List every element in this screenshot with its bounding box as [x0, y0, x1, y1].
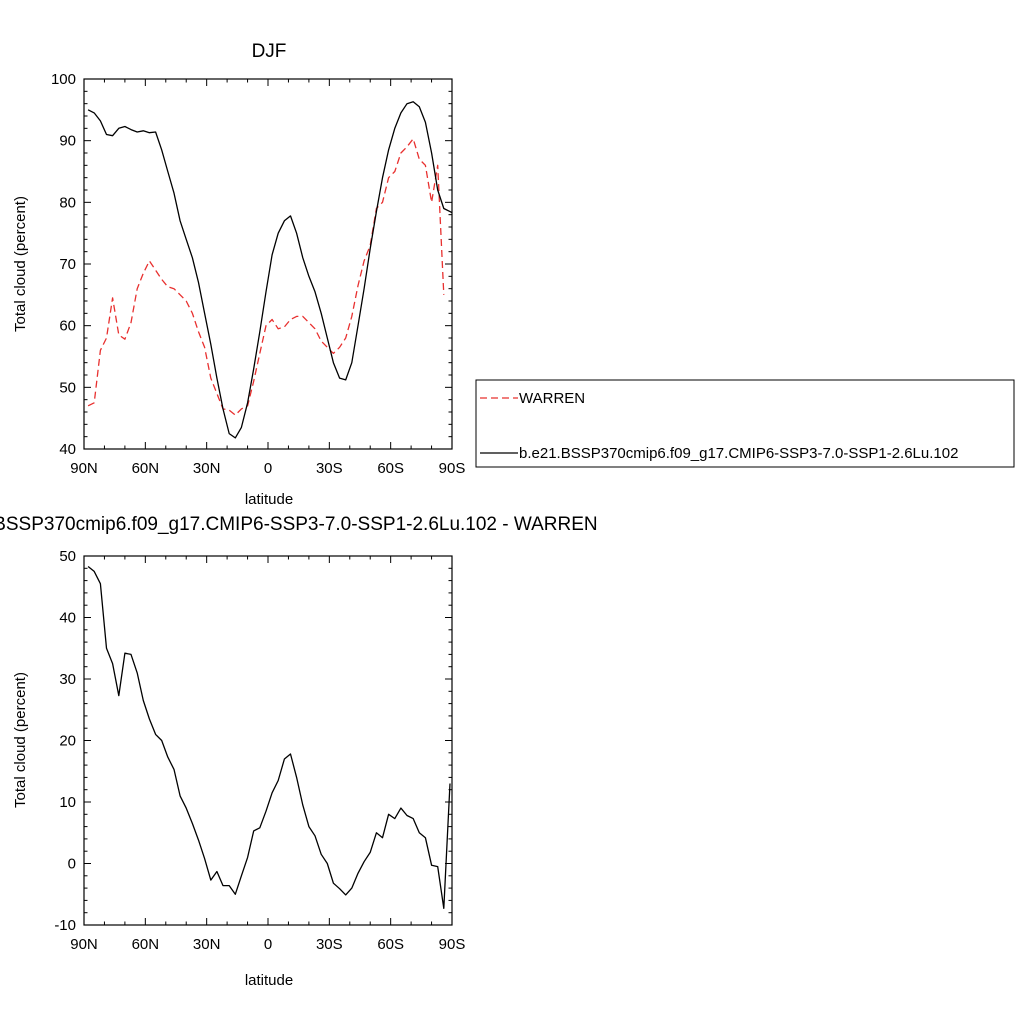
- x-tick-label: 90S: [439, 460, 466, 477]
- chart-top-xlabel: latitude: [245, 491, 293, 508]
- series-line-0: [87, 565, 451, 910]
- chart-bottom-xlabel: latitude: [245, 972, 293, 989]
- legend-label-model: b.e21.BSSP370cmip6.f09_g17.CMIP6-SSP3-7.…: [519, 445, 958, 462]
- x-tick-label: 60S: [377, 460, 404, 477]
- x-tick-label: 0: [264, 936, 272, 953]
- y-tick-label: 30: [59, 671, 76, 688]
- y-tick-label: 90: [59, 133, 76, 150]
- chart-bottom-series: [87, 565, 451, 910]
- x-tick-label: 90N: [70, 460, 98, 477]
- plot-frame: [83, 555, 453, 926]
- legend-label-warren: WARREN: [519, 390, 585, 407]
- x-tick-label: 60N: [132, 936, 160, 953]
- y-tick-label: 50: [59, 548, 76, 565]
- chart-bottom-axes: 90N 60N 30N 0 30S 60S 90S -10 0 10 20 30 40 50: [54, 548, 465, 953]
- y-tick-label: 20: [59, 733, 76, 750]
- chart-top-ylabel: Total cloud (percent): [12, 196, 29, 332]
- series-line-1: [87, 101, 452, 439]
- y-tick-label: -10: [54, 917, 76, 934]
- chart-bottom-title: b.e21.BSSP370cmip6.f09_g17.CMIP6-SSP3-7.…: [0, 514, 598, 535]
- plot-frame: [83, 78, 453, 450]
- x-tick-label: 60N: [132, 460, 160, 477]
- legend-box: [475, 379, 1015, 468]
- x-tick-label: 30N: [193, 460, 221, 477]
- y-tick-label: 60: [59, 318, 76, 335]
- y-tick-label: 10: [59, 794, 76, 811]
- y-tick-label: 40: [59, 441, 76, 458]
- y-tick-label: 80: [59, 194, 76, 211]
- x-tick-label: 30S: [316, 460, 343, 477]
- y-tick-label: 70: [59, 256, 76, 273]
- chart-bottom: b.e21.BSSP370cmip6.f09_g17.CMIP6-SSP3-7.…: [0, 514, 598, 989]
- x-tick-label: 30S: [316, 936, 343, 953]
- legend: WARREN b.e21.BSSP370cmip6.f09_g17.CMIP6-…: [475, 379, 1015, 468]
- x-tick-label: 90S: [439, 936, 466, 953]
- y-tick-label: 40: [59, 610, 76, 627]
- x-tick-label: 60S: [377, 936, 404, 953]
- chart-top: DJF Total cloud (percent) latitude 90N 60…: [12, 41, 465, 508]
- chart-bottom-ylabel: Total cloud (percent): [12, 672, 29, 808]
- chart-top-series: [87, 101, 452, 439]
- chart-top-axes: 90N 60N 30N 0 30S 60S 90S 40 50 60 70 80 90 100: [51, 71, 465, 477]
- chart-top-title: DJF: [252, 41, 287, 62]
- y-tick-label: 0: [68, 856, 76, 873]
- y-tick-label: 100: [51, 71, 76, 88]
- x-tick-label: 0: [264, 460, 272, 477]
- x-tick-label: 90N: [70, 936, 98, 953]
- y-tick-label: 50: [59, 379, 76, 396]
- x-tick-label: 30N: [193, 936, 221, 953]
- series-line-0: [87, 138, 445, 416]
